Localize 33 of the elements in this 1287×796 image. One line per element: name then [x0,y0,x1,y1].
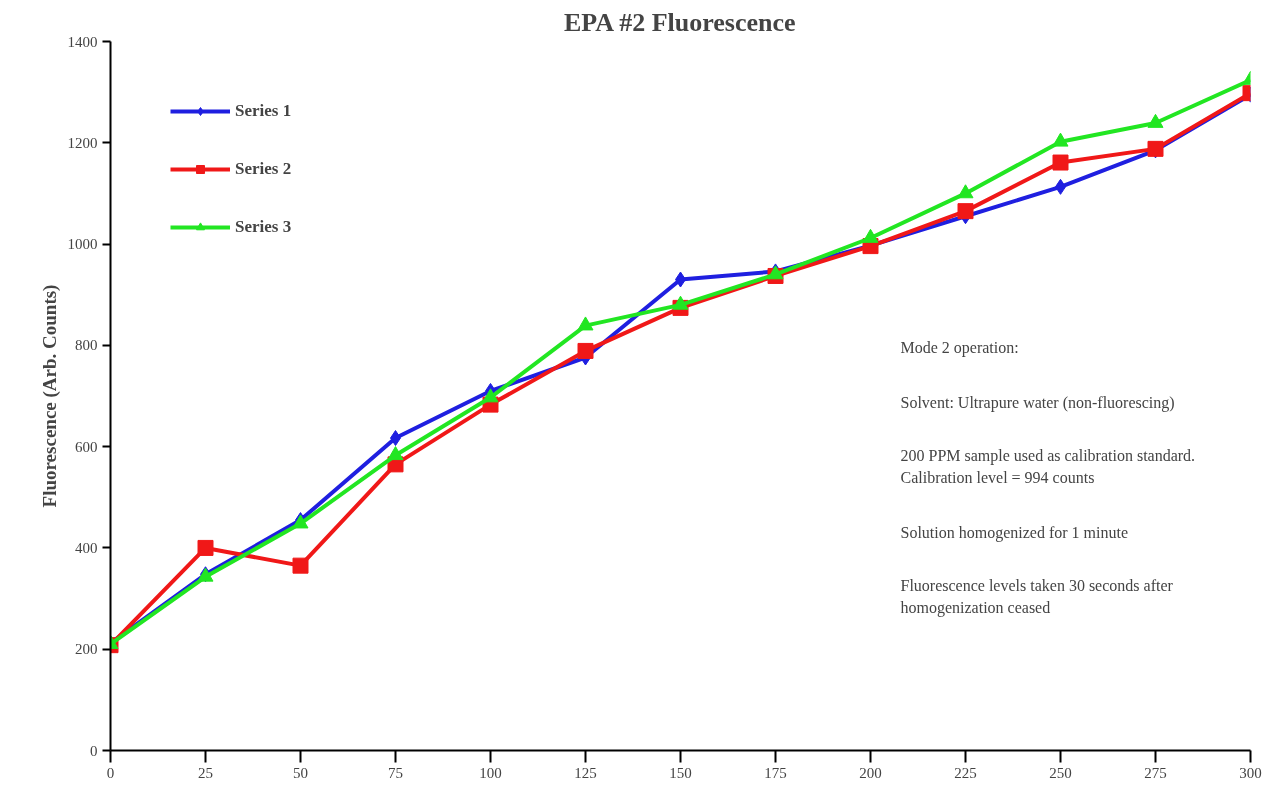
annotation: Mode 2 operation: [900,338,1019,357]
x-tick-label: 250 [1049,764,1072,781]
x-tick-label: 50 [293,764,308,781]
y-tick-label: 1400 [67,33,98,50]
y-tick-label: 800 [75,337,98,354]
annotation: Calibration level = 994 counts [900,468,1095,486]
y-tick-label: 1000 [67,236,98,253]
x-tick-label: 75 [388,764,403,781]
legend-label: Series 3 [235,217,292,237]
x-tick-label: 175 [764,764,787,781]
y-tick-label: 400 [75,539,98,556]
legend-label: Series 2 [235,159,292,179]
x-tick-label: 25 [198,764,213,781]
y-tick-label: 600 [75,438,98,455]
x-tick-label: 125 [574,764,597,781]
y-tick-label: 1200 [67,134,98,151]
chart-title: EPA #2 Fluorescence [564,7,796,37]
annotation: Solvent: Ultrapure water (non-fluorescing) [900,393,1175,412]
x-tick-label: 275 [1144,764,1167,781]
annotation: homogenization ceased [900,598,1051,617]
x-tick-label: 300 [1239,764,1262,781]
legend-label: Series 1 [235,101,292,121]
x-tick-label: 225 [954,764,977,781]
annotation: Solution homogenized for 1 minute [900,523,1129,542]
x-tick-label: 150 [669,764,692,781]
x-tick-label: 100 [479,764,502,781]
x-tick-label: 200 [859,764,882,781]
y-tick-label: 200 [75,641,98,658]
annotation: Fluorescence levels taken 30 seconds after [900,576,1174,594]
annotation: 200 PPM sample used as calibration standard. [900,446,1196,465]
x-tick-label: 0 [106,764,115,781]
y-tick-label: 0 [90,742,98,759]
y-axis-title: Fluorescence (Arb. Counts) [38,284,61,508]
